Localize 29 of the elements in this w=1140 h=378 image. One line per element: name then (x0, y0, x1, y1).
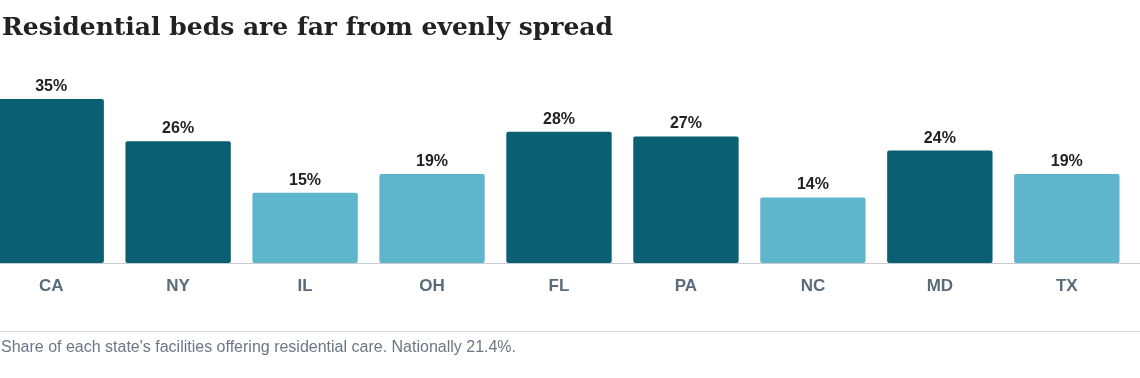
x-tick-label: MD (926, 276, 954, 295)
bar (887, 150, 993, 263)
data-label: 26% (162, 119, 195, 137)
x-tick-label: CA (38, 276, 64, 295)
data-label: 27% (669, 114, 702, 132)
data-label: 19% (416, 151, 449, 169)
bar (633, 136, 739, 263)
bar (1014, 173, 1120, 263)
x-tick-label: OH (419, 276, 445, 295)
x-tick-label: IL (297, 276, 313, 295)
chart-title: Residential beds are far from evenly spread (2, 12, 614, 41)
data-label: 24% (923, 128, 956, 146)
data-label: 28% (542, 109, 576, 127)
data-label: 15% (289, 170, 322, 188)
bar (125, 141, 231, 263)
bar (252, 192, 358, 263)
data-label: 19% (1050, 151, 1083, 169)
x-tick-label: NY (166, 276, 191, 295)
x-tick-label: TX (1055, 276, 1079, 295)
data-label: 14% (796, 175, 829, 193)
data-label: 35% (35, 77, 68, 94)
text: Share of each state's facilities offering residential care. Nationally 21.4%. (1, 338, 517, 355)
bar (379, 173, 485, 263)
x-tick-label: NC (800, 276, 826, 295)
bar (506, 131, 612, 263)
bar (760, 197, 866, 263)
bar (0, 99, 104, 263)
x-tick-label: FL (548, 276, 570, 295)
x-tick-label: PA (674, 276, 698, 295)
